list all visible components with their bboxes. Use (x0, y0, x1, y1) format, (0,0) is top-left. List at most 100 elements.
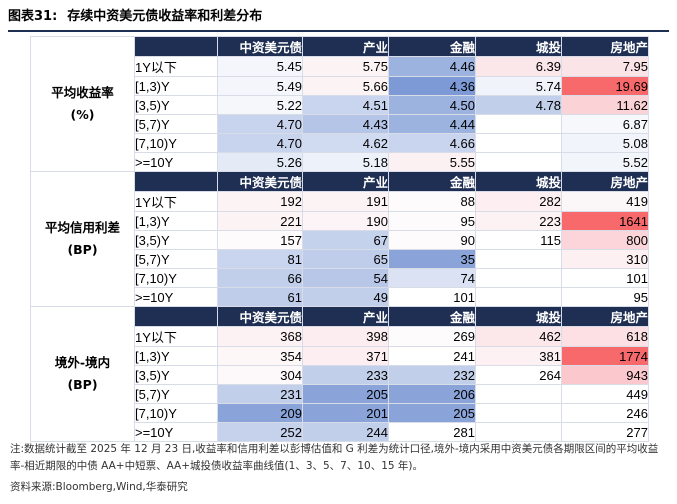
value-cell: 4.62 (302, 133, 389, 153)
value-cell: 419 (561, 191, 649, 212)
value-cell: 252 (217, 422, 303, 442)
value-cell (475, 287, 562, 307)
column-header: 产业 (302, 306, 389, 327)
term-cell: [3,5)Y (134, 95, 218, 115)
column-header: 城投 (475, 36, 562, 57)
header-blank (134, 171, 218, 192)
value-cell: 618 (561, 326, 649, 347)
value-cell: 101 (561, 268, 649, 288)
value-cell: 354 (217, 346, 303, 366)
value-cell: 6.87 (561, 114, 649, 134)
value-cell: 371 (302, 346, 389, 366)
value-cell: 241 (388, 346, 476, 366)
value-cell: 231 (217, 384, 303, 404)
column-header: 中资美元债 (217, 306, 303, 327)
value-cell: 233 (302, 365, 389, 385)
header-blank (134, 306, 218, 327)
value-cell: 5.55 (388, 152, 476, 172)
column-header: 城投 (475, 171, 562, 192)
value-cell: 190 (302, 211, 389, 231)
footnote: 注:数据统计截至 2025 年 12 月 23 日,收益率和信用利差以彭博估值和… (10, 443, 659, 472)
value-cell: 88 (388, 191, 476, 212)
value-cell: 5.45 (217, 56, 303, 77)
term-cell: 1Y以下 (134, 56, 218, 77)
value-cell: 4.36 (388, 76, 476, 96)
term-cell: [1,3)Y (134, 211, 218, 231)
value-cell: 304 (217, 365, 303, 385)
value-cell: 310 (561, 249, 649, 269)
value-cell: 4.46 (388, 56, 476, 77)
column-header: 房地产 (561, 36, 649, 57)
value-cell (475, 152, 562, 172)
value-cell: 54 (302, 268, 389, 288)
value-cell: 449 (561, 384, 649, 404)
value-cell: 4.78 (475, 95, 562, 115)
section-name: 平均信用利差 (44, 220, 120, 235)
value-cell: 201 (302, 403, 389, 423)
value-cell: 5.22 (217, 95, 303, 115)
value-cell: 6.39 (475, 56, 562, 77)
column-header: 金融 (388, 36, 476, 57)
value-cell: 1774 (561, 346, 649, 366)
value-cell: 11.62 (561, 95, 649, 115)
term-cell: [7,10)Y (134, 268, 218, 288)
value-cell: 4.66 (388, 133, 476, 153)
value-cell: 90 (388, 230, 476, 250)
column-header: 产业 (302, 36, 389, 57)
section-name: 境外-境内 (54, 355, 111, 370)
value-cell: 4.70 (217, 114, 303, 134)
value-cell: 244 (302, 422, 389, 442)
value-cell: 5.52 (561, 152, 649, 172)
value-cell: 67 (302, 230, 389, 250)
header-row: 平均信用利差 (BP) 中资美元债 产业 金融 城投 房地产 (30, 171, 649, 307)
table-row: [1,3)Y 221 190 95 223 1641 (31, 211, 649, 231)
term-cell: >=10Y (134, 287, 218, 307)
table-row: [3,5)Y 157 67 90 115 800 (31, 230, 649, 250)
section-name: 平均收益率 (51, 85, 114, 100)
table-row: [5,7)Y 4.70 4.43 4.44 6.87 (31, 114, 649, 134)
section-label: 平均信用利差 (BP) (30, 171, 135, 307)
value-cell: 5.08 (561, 133, 649, 153)
value-cell: 4.50 (388, 95, 476, 115)
value-cell: 269 (388, 326, 476, 347)
section-label: 平均收益率 (%) (30, 36, 135, 172)
section-unit: (BP) (67, 242, 98, 257)
value-cell (475, 249, 562, 269)
value-cell (475, 268, 562, 288)
value-cell: 95 (388, 211, 476, 231)
section-unit: (BP) (67, 377, 98, 392)
figure-title-text: 存续中资美元债收益率和利差分布 (67, 9, 263, 24)
data-table: 平均收益率 (%) 中资美元债 产业 金融 城投 房地产 1Y以下 5.45 5.75 4.46 6.… (30, 36, 649, 442)
term-cell: >=10Y (134, 152, 218, 172)
value-cell: 205 (388, 403, 476, 423)
value-cell: 232 (388, 365, 476, 385)
value-cell: 81 (217, 249, 303, 269)
value-cell: 206 (388, 384, 476, 404)
value-cell: 264 (475, 365, 562, 385)
term-cell: >=10Y (134, 422, 218, 442)
value-cell: 277 (561, 422, 649, 442)
value-cell: 5.18 (302, 152, 389, 172)
table-row: >=10Y 252 244 281 277 (31, 422, 649, 442)
value-cell: 381 (475, 346, 562, 366)
table-body: 平均收益率 (%) 中资美元债 产业 金融 城投 房地产 1Y以下 5.45 5.75 4.46 6.… (30, 36, 649, 442)
figure-title: 图表31: 存续中资美元债收益率和利差分布 (8, 4, 669, 32)
column-header: 产业 (302, 171, 389, 192)
term-cell: [1,3)Y (134, 346, 218, 366)
value-cell: 4.70 (217, 133, 303, 153)
source-line: 资料来源:Bloomberg,Wind,华泰研究 (10, 481, 188, 493)
term-cell: [5,7)Y (134, 249, 218, 269)
column-header: 金融 (388, 306, 476, 327)
value-cell (475, 422, 562, 442)
term-cell: [5,7)Y (134, 114, 218, 134)
value-cell: 5.66 (302, 76, 389, 96)
value-cell: 157 (217, 230, 303, 250)
value-cell: 5.74 (475, 76, 562, 96)
value-cell (475, 133, 562, 153)
value-cell: 49 (302, 287, 389, 307)
table-row: [5,7)Y 231 205 206 449 (31, 384, 649, 404)
value-cell: 61 (217, 287, 303, 307)
value-cell: 115 (475, 230, 562, 250)
column-header: 中资美元债 (217, 36, 303, 57)
section-label: 境外-境内 (BP) (30, 306, 135, 442)
